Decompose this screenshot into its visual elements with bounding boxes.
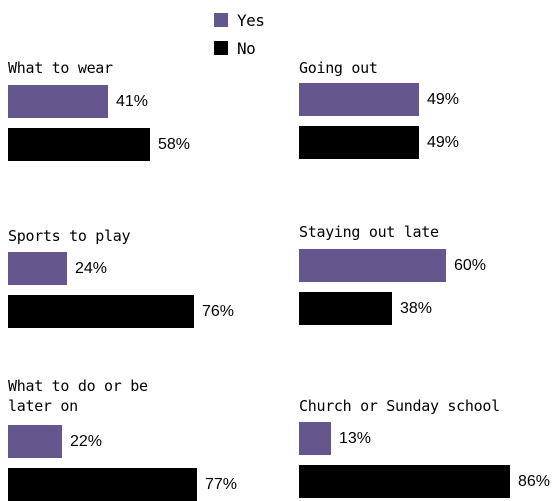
- legend-item-yes: Yes: [214, 6, 265, 34]
- bar-staying-out-late-yes: [299, 249, 446, 282]
- bar-value-sports-to-play-no: 76%: [202, 302, 235, 320]
- panel-title-church-or-sunday-school: Church or Sunday school: [299, 397, 500, 415]
- panel-title-sports-to-play: Sports to play: [8, 227, 131, 245]
- bar-row-sports-to-play-yes: 24%: [8, 252, 107, 285]
- bar-row-what-to-do-or-be-later-on-no: 77%: [8, 468, 237, 501]
- bar-row-sports-to-play-no: 76%: [8, 295, 234, 328]
- bar-church-or-sunday-school-no: [299, 465, 510, 498]
- bar-what-to-do-or-be-later-on-no: [8, 468, 197, 501]
- bar-row-what-to-do-or-be-later-on-yes: 22%: [8, 425, 102, 458]
- bar-going-out-no: [299, 126, 419, 159]
- bar-value-what-to-do-or-be-later-on-yes: 22%: [70, 432, 103, 450]
- panel-title-what-to-wear: What to wear: [8, 59, 113, 77]
- bar-row-going-out-no: 49%: [299, 126, 459, 159]
- bar-value-staying-out-late-no: 38%: [400, 299, 433, 317]
- legend-item-no: No: [214, 34, 264, 62]
- bar-row-staying-out-late-yes: 60%: [299, 249, 486, 282]
- bar-church-or-sunday-school-yes: [299, 422, 331, 455]
- panel-title-staying-out-late: Staying out late: [299, 223, 439, 241]
- bar-value-what-to-wear-no: 58%: [158, 135, 191, 153]
- bar-what-to-wear-yes: [8, 85, 108, 118]
- bar-value-going-out-yes: 49%: [427, 90, 460, 108]
- bar-what-to-do-or-be-later-on-yes: [8, 425, 62, 458]
- bar-row-what-to-wear-no: 58%: [8, 128, 190, 161]
- legend-label-yes: Yes: [237, 10, 265, 30]
- panel-title-what-to-do-or-be-later-on: What to do or be later on: [8, 377, 148, 415]
- legend-swatch-yes: [214, 13, 228, 27]
- bar-row-what-to-wear-yes: 41%: [8, 85, 148, 118]
- bar-row-church-or-sunday-school-yes: 13%: [299, 422, 371, 455]
- bar-row-going-out-yes: 49%: [299, 83, 459, 116]
- bar-value-what-to-wear-yes: 41%: [116, 92, 149, 110]
- bar-sports-to-play-yes: [8, 252, 67, 285]
- bar-staying-out-late-no: [299, 292, 392, 325]
- bar-row-church-or-sunday-school-no: 86%: [299, 465, 550, 498]
- bar-value-church-or-sunday-school-no: 86%: [518, 472, 551, 490]
- bar-value-staying-out-late-yes: 60%: [454, 256, 487, 274]
- legend-swatch-no: [214, 41, 228, 55]
- bar-going-out-yes: [299, 83, 419, 116]
- bar-value-church-or-sunday-school-yes: 13%: [339, 429, 372, 447]
- panel-title-going-out: Going out: [299, 59, 378, 77]
- legend: Yes No: [214, 6, 265, 62]
- bar-value-what-to-do-or-be-later-on-no: 77%: [205, 475, 238, 493]
- bar-what-to-wear-no: [8, 128, 150, 161]
- legend-label-no: No: [237, 38, 256, 58]
- bar-value-sports-to-play-yes: 24%: [75, 259, 108, 277]
- bar-sports-to-play-no: [8, 295, 194, 328]
- bar-value-going-out-no: 49%: [427, 133, 460, 151]
- bar-row-staying-out-late-no: 38%: [299, 292, 432, 325]
